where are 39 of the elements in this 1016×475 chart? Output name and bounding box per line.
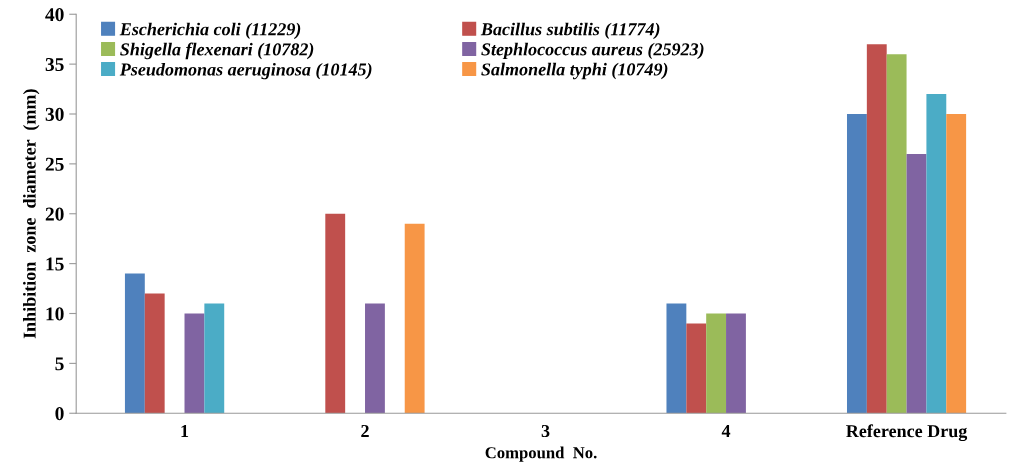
bar bbox=[706, 313, 727, 414]
bar bbox=[184, 313, 205, 414]
bar bbox=[144, 293, 165, 414]
bar bbox=[946, 114, 967, 414]
x-tick-label: 1 bbox=[181, 424, 189, 437]
y-tick-label: 10 bbox=[46, 307, 64, 321]
x-tick-label: 3 bbox=[541, 424, 550, 438]
bar bbox=[906, 153, 927, 414]
y-tick-label: 15 bbox=[46, 257, 64, 271]
bar bbox=[686, 323, 707, 414]
bar bbox=[846, 114, 867, 414]
legend-label: Pseudomonas aeruginosa (10145) bbox=[119, 62, 372, 80]
y-tick-label: 35 bbox=[45, 58, 64, 72]
y-tick-label: 25 bbox=[45, 157, 64, 171]
y-tick-label: 0 bbox=[55, 407, 64, 421]
x-tick-label: 2 bbox=[361, 424, 369, 437]
y-tick-label: 40 bbox=[45, 8, 64, 22]
bar bbox=[325, 213, 346, 414]
legend-label: Shigella flexenari (10782) bbox=[120, 42, 314, 60]
legend-label: Salmonella typhi (10749) bbox=[481, 62, 668, 80]
x-tick-label: 4 bbox=[721, 425, 731, 437]
legend-label: Stephlococcus aureus (25923) bbox=[481, 42, 704, 60]
y-tick-label: 5 bbox=[55, 357, 64, 371]
legend-label: Escherichia coli (11229) bbox=[119, 22, 301, 39]
bar bbox=[124, 273, 145, 414]
legend-label: Bacillus subtilis (11774) bbox=[480, 22, 660, 39]
bar bbox=[886, 54, 907, 414]
bar bbox=[926, 94, 947, 414]
x-axis-title: Compound No. bbox=[485, 446, 597, 462]
x-tick-label: Reference Drug bbox=[846, 424, 968, 442]
y-tick-label: 20 bbox=[45, 207, 64, 221]
y-axis-title: Inhibition zone diameter (mm) bbox=[23, 89, 40, 339]
bar bbox=[204, 303, 225, 414]
bar bbox=[404, 223, 425, 414]
bar bbox=[726, 313, 746, 414]
bar bbox=[866, 44, 887, 414]
bar bbox=[365, 303, 385, 414]
y-tick-label: 30 bbox=[45, 107, 64, 121]
bar bbox=[666, 303, 687, 414]
